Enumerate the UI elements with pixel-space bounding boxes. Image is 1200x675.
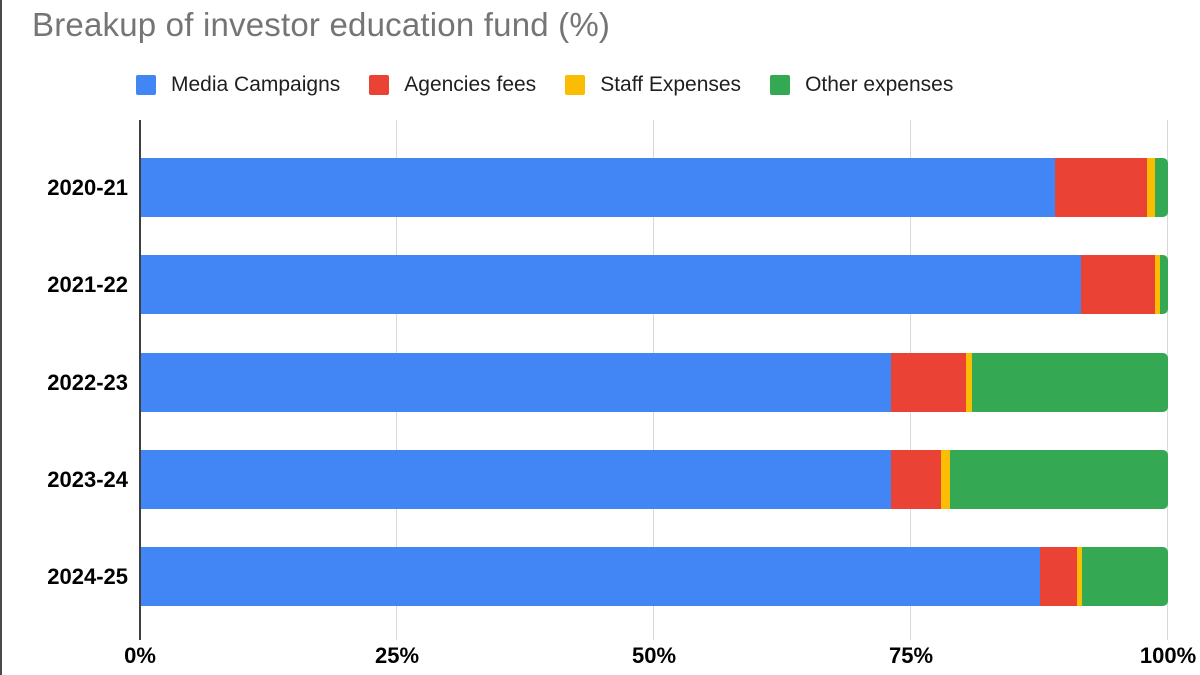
legend-swatch-icon (565, 75, 586, 95)
legend-swatch-icon (770, 75, 791, 95)
bar-segment-staff-expenses (1154, 255, 1160, 314)
bar-segment-agencies-fees (890, 353, 966, 412)
bar-row-2021-22 (141, 255, 1168, 314)
chart-legend: Media Campaigns Agencies fees Staff Expens… (136, 73, 953, 97)
bar-segment-staff-expenses (941, 450, 951, 509)
bar-row-2020-21 (141, 158, 1168, 217)
bar-segment-media-campaigns (141, 450, 891, 509)
bar-segment-agencies-fees (1039, 547, 1077, 606)
bar-segment-staff-expenses (1076, 547, 1082, 606)
legend-label: Agencies fees (404, 73, 537, 96)
bar-segment-media-campaigns (141, 158, 1056, 217)
x-axis-label-0: 0% (124, 643, 156, 668)
legend-label: Media Campaigns (171, 73, 341, 96)
legend-item-other-expenses: Other expenses (770, 73, 953, 97)
legend-label: Staff Expenses (600, 73, 742, 96)
y-axis-label-2022-23: 2022-23 (47, 369, 128, 395)
x-axis-label-100: 100% (1139, 643, 1197, 668)
bar-row-2023-24 (141, 450, 1168, 509)
y-axis-label-2023-24: 2023-24 (47, 466, 128, 492)
legend-swatch-icon (136, 75, 156, 95)
x-axis-label-50: 50% (631, 643, 677, 668)
legend-item-staff-expenses: Staff Expenses (565, 73, 741, 97)
bar-row-2022-23 (141, 353, 1168, 412)
bar-segment-media-campaigns (141, 547, 1040, 606)
bar-segment-agencies-fees (1055, 158, 1148, 217)
bar-segment-other-expenses (1159, 255, 1168, 314)
plot-area (139, 120, 1168, 640)
bar-segment-other-expenses (1154, 158, 1168, 217)
bar-segment-media-campaigns (141, 255, 1081, 314)
x-axis-line (139, 120, 141, 640)
bar-segment-agencies-fees (890, 450, 942, 509)
bar-segment-other-expenses (1081, 547, 1168, 606)
bar-segment-media-campaigns (141, 353, 891, 412)
x-axis-label-75: 75% (888, 643, 934, 668)
legend-swatch-icon (369, 75, 390, 95)
y-axis-label-2024-25: 2024-25 (47, 563, 128, 589)
y-axis-label-2021-22: 2021-22 (47, 271, 128, 297)
bar-segment-other-expenses (971, 353, 1168, 412)
legend-label: Other expenses (805, 73, 954, 96)
legend-item-media-campaigns: Media Campaigns (136, 73, 340, 97)
bar-segment-other-expenses (950, 450, 1168, 509)
chart-title: Breakup of investor education fund (%) (32, 6, 611, 43)
bar-segment-staff-expenses (965, 353, 972, 412)
bar-segment-staff-expenses (1147, 158, 1155, 217)
bar-row-2024-25 (141, 547, 1168, 606)
bar-segment-agencies-fees (1080, 255, 1155, 314)
x-axis-label-25: 25% (374, 643, 420, 668)
y-axis-label-2020-21: 2020-21 (47, 174, 128, 200)
legend-item-agencies-fees: Agencies fees (369, 73, 536, 97)
